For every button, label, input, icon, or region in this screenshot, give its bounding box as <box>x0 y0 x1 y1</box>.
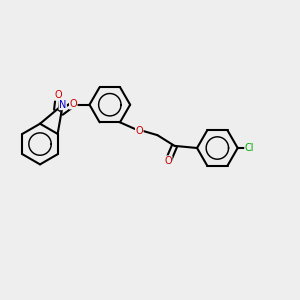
Text: Cl: Cl <box>245 143 254 153</box>
Text: O: O <box>70 99 77 109</box>
Text: O: O <box>54 90 62 100</box>
Text: O: O <box>135 126 143 136</box>
Text: N: N <box>59 100 66 110</box>
Text: O: O <box>164 156 172 166</box>
